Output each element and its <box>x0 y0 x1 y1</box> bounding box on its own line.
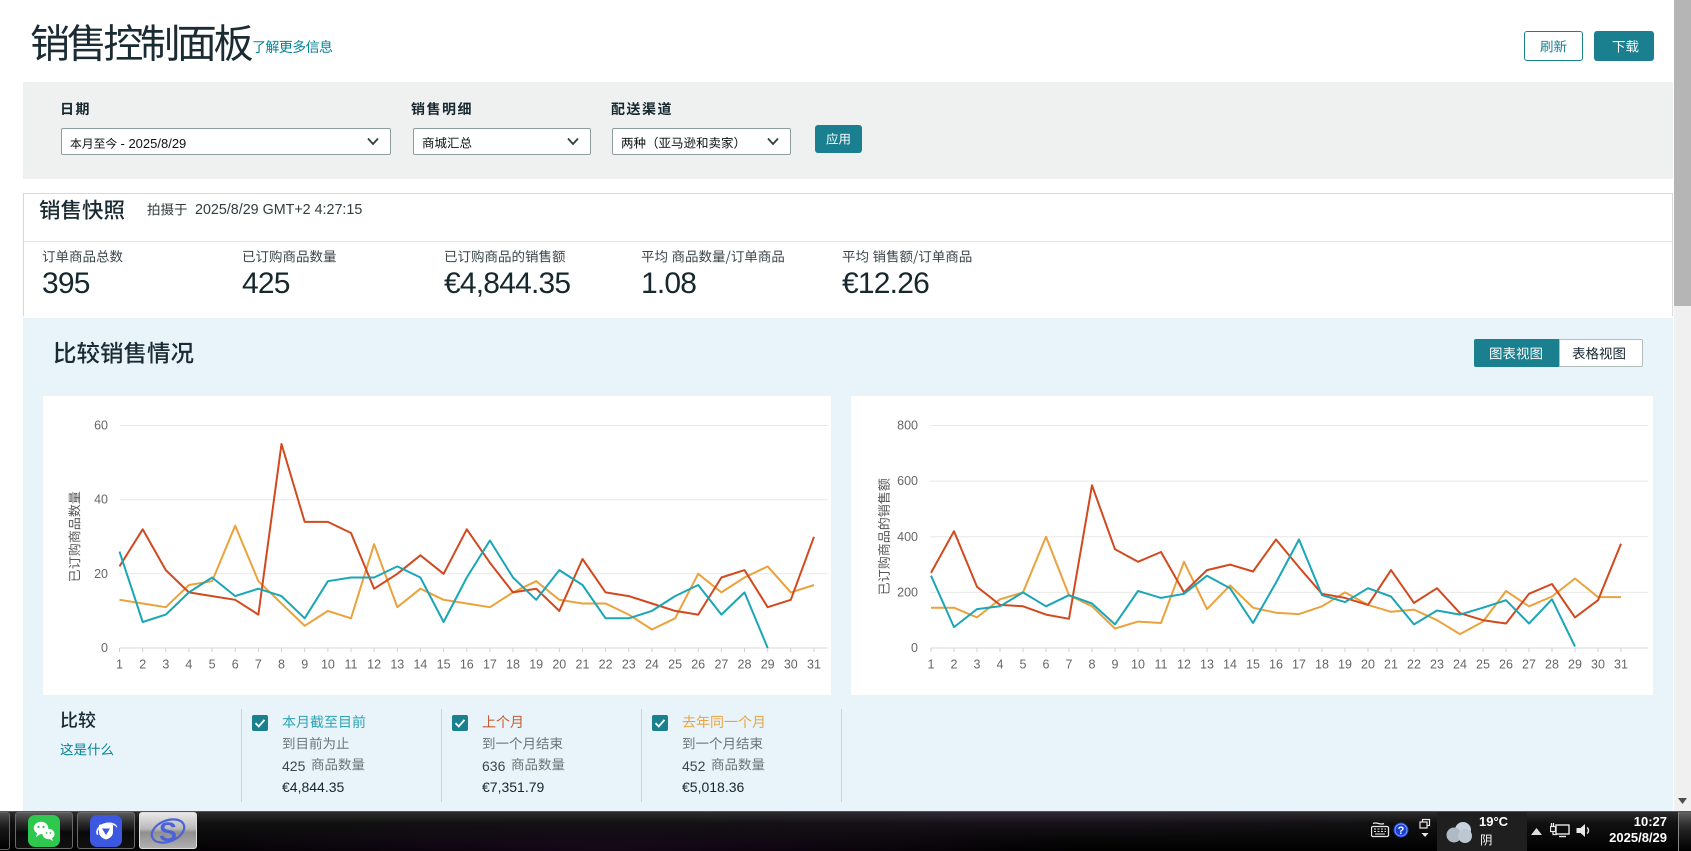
svg-text:5: 5 <box>1020 658 1027 672</box>
svg-text:8: 8 <box>1089 658 1096 672</box>
svg-text:?: ? <box>1398 825 1405 837</box>
svg-text:23: 23 <box>622 658 636 672</box>
svg-text:1: 1 <box>928 658 935 672</box>
svg-text:60: 60 <box>94 419 108 433</box>
svg-text:20: 20 <box>1361 658 1375 672</box>
svg-text:26: 26 <box>1499 658 1513 672</box>
svg-text:20: 20 <box>552 658 566 672</box>
svg-text:28: 28 <box>1545 658 1559 672</box>
svg-text:25: 25 <box>1476 658 1490 672</box>
svg-text:30: 30 <box>784 658 798 672</box>
svg-text:3: 3 <box>974 658 981 672</box>
svg-text:4: 4 <box>185 658 192 672</box>
svg-text:10: 10 <box>321 658 335 672</box>
svg-text:27: 27 <box>714 658 728 672</box>
svg-text:21: 21 <box>576 658 590 672</box>
svg-text:24: 24 <box>645 658 659 672</box>
svg-text:5: 5 <box>209 658 216 672</box>
svg-text:16: 16 <box>460 658 474 672</box>
svg-text:15: 15 <box>1246 658 1260 672</box>
svg-text:4: 4 <box>997 658 1004 672</box>
svg-text:22: 22 <box>1407 658 1421 672</box>
svg-text:9: 9 <box>1112 658 1119 672</box>
svg-text:11: 11 <box>1155 658 1168 672</box>
svg-text:25: 25 <box>668 658 682 672</box>
svg-text:6: 6 <box>1043 658 1050 672</box>
svg-text:30: 30 <box>1591 658 1605 672</box>
svg-text:28: 28 <box>738 658 752 672</box>
svg-text:3: 3 <box>162 658 169 672</box>
svg-text:0: 0 <box>101 641 108 655</box>
svg-text:11: 11 <box>345 658 358 672</box>
svg-text:800: 800 <box>897 419 918 433</box>
svg-text:12: 12 <box>367 658 381 672</box>
svg-text:9: 9 <box>301 658 308 672</box>
svg-text:0: 0 <box>911 641 918 655</box>
svg-text:16: 16 <box>1269 658 1283 672</box>
svg-text:6: 6 <box>232 658 239 672</box>
svg-text:14: 14 <box>413 658 427 672</box>
svg-text:7: 7 <box>1066 658 1073 672</box>
svg-text:10: 10 <box>1131 658 1145 672</box>
svg-text:15: 15 <box>437 658 451 672</box>
svg-text:23: 23 <box>1430 658 1444 672</box>
svg-text:14: 14 <box>1223 658 1237 672</box>
svg-text:1: 1 <box>116 658 123 672</box>
svg-text:18: 18 <box>506 658 520 672</box>
svg-text:12: 12 <box>1177 658 1191 672</box>
svg-text:13: 13 <box>390 658 404 672</box>
svg-text:22: 22 <box>599 658 613 672</box>
svg-text:40: 40 <box>94 493 108 507</box>
svg-text:400: 400 <box>897 530 918 544</box>
svg-text:19: 19 <box>1338 658 1352 672</box>
svg-text:19: 19 <box>529 658 543 672</box>
svg-text:27: 27 <box>1522 658 1536 672</box>
svg-text:31: 31 <box>1614 658 1628 672</box>
svg-text:18: 18 <box>1315 658 1329 672</box>
svg-text:17: 17 <box>483 658 497 672</box>
svg-text:29: 29 <box>1568 658 1582 672</box>
svg-text:2: 2 <box>951 658 958 672</box>
svg-text:2: 2 <box>139 658 146 672</box>
svg-text:17: 17 <box>1292 658 1306 672</box>
svg-text:21: 21 <box>1384 658 1398 672</box>
svg-text:200: 200 <box>897 585 918 599</box>
svg-text:7: 7 <box>255 658 262 672</box>
svg-text:31: 31 <box>807 658 821 672</box>
svg-text:29: 29 <box>761 658 775 672</box>
svg-text:26: 26 <box>691 658 705 672</box>
svg-text:13: 13 <box>1200 658 1214 672</box>
svg-text:8: 8 <box>278 658 285 672</box>
svg-text:24: 24 <box>1453 658 1467 672</box>
svg-text:20: 20 <box>94 567 108 581</box>
svg-text:600: 600 <box>897 474 918 488</box>
